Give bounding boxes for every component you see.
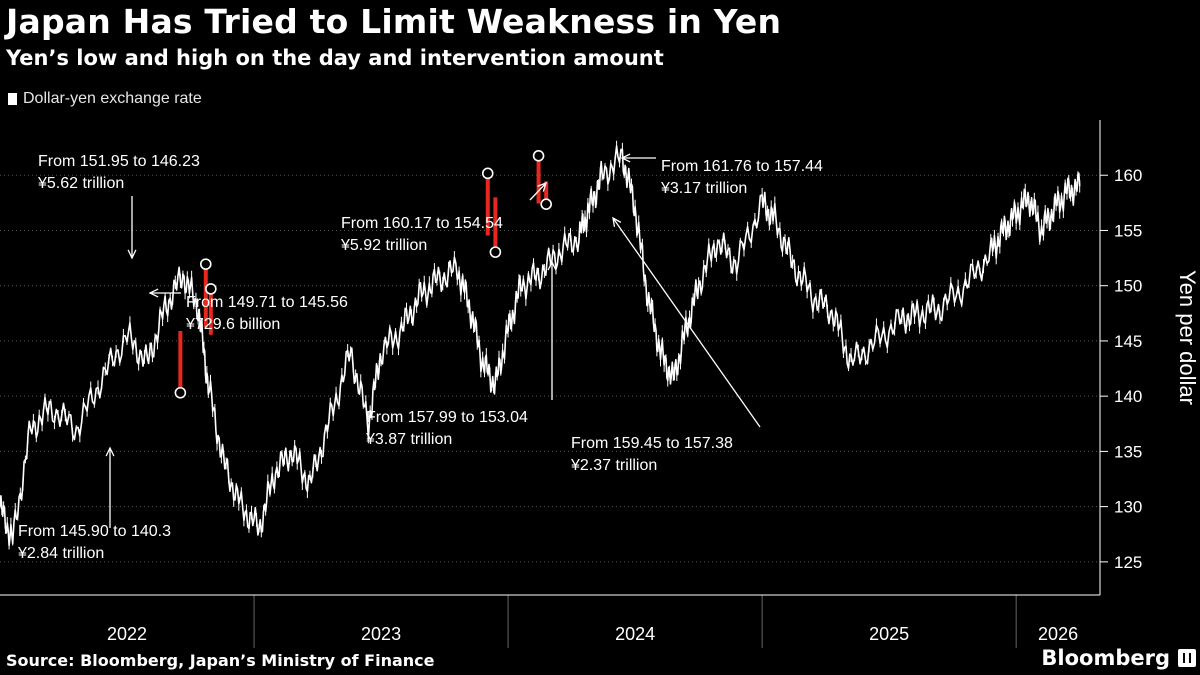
y-tick-label-155: 155 bbox=[1114, 221, 1142, 240]
intervention-layer bbox=[174, 149, 552, 399]
year-separators bbox=[253, 595, 1017, 648]
annotation-layer: From 145.90 to 140.3 ¥2.84 trillion From 1… bbox=[17, 153, 823, 562]
y-tick-label-125: 125 bbox=[1114, 553, 1142, 572]
source-note: Source: Bloomberg, Japan’s Ministry of F… bbox=[6, 651, 435, 670]
annotation-arrowhead-6 bbox=[612, 216, 622, 227]
annotation-arrow-3 bbox=[529, 182, 547, 201]
annotation-arrowhead-1 bbox=[127, 249, 137, 260]
intervention-marker-4 bbox=[489, 246, 502, 258]
annotation-amount-5: ¥3.17 trillion bbox=[660, 180, 747, 197]
y-tick-label-160: 160 bbox=[1114, 166, 1142, 185]
series-layer bbox=[0, 140, 1081, 550]
y-tick-label-140: 140 bbox=[1114, 387, 1142, 406]
x-label-2024: 2024 bbox=[615, 624, 655, 644]
annotation-range-4: From 157.99 to 153.04 bbox=[366, 409, 528, 426]
legend-label: Dollar-yen exchange rate bbox=[23, 90, 202, 107]
annotation-arrow-6 bbox=[612, 217, 761, 428]
x-label-2022: 2022 bbox=[107, 624, 147, 644]
legend: Dollar-yen exchange rate bbox=[8, 90, 202, 108]
y-tick-label-145: 145 bbox=[1114, 332, 1142, 351]
x-axis: 2022 2023 2024 2025 2026 bbox=[107, 624, 1078, 644]
series-line bbox=[0, 145, 1081, 547]
annotation-range-1: From 151.95 to 146.23 bbox=[38, 153, 200, 170]
annotation-range-0: From 145.90 to 140.3 bbox=[18, 523, 171, 540]
annotation-amount-3: ¥5.92 trillion bbox=[340, 237, 427, 254]
annotation-arrowhead-0 bbox=[105, 446, 115, 457]
y-tick-label-130: 130 bbox=[1114, 498, 1142, 517]
annotation-arrowhead-5 bbox=[620, 153, 631, 163]
annotation-range-6: From 159.45 to 157.38 bbox=[571, 435, 733, 452]
annotation-range-5: From 161.76 to 157.44 bbox=[661, 158, 823, 175]
annotation-arrowhead-2 bbox=[148, 288, 159, 298]
annotation-arrowhead-3 bbox=[537, 181, 548, 192]
grid bbox=[0, 174, 1100, 563]
y-axis: 125 130 135 140 145 150 155 160 bbox=[0, 120, 1142, 596]
intervention-marker-1 bbox=[199, 258, 212, 270]
intervention-marker-0 bbox=[174, 386, 187, 399]
annotation-amount-4: ¥3.87 trillion bbox=[365, 431, 452, 448]
y-tick-label-150: 150 bbox=[1114, 277, 1142, 296]
chart-subtitle: Yen’s low and high on the day and interv… bbox=[6, 46, 664, 70]
annotation-amount-1: ¥5.62 trillion bbox=[37, 175, 124, 192]
y-tick-label-135: 135 bbox=[1114, 442, 1142, 461]
intervention-marker-6 bbox=[540, 198, 552, 210]
annotation-amount-2: ¥729.6 billion bbox=[185, 316, 280, 333]
intervention-marker-2 bbox=[205, 283, 217, 295]
chart-title: Japan Has Tried to Limit Weakness in Yen bbox=[6, 2, 782, 41]
annotation-range-3: From 160.17 to 154.54 bbox=[341, 215, 503, 232]
y-axis-label: Yen per dollar bbox=[1175, 270, 1200, 405]
annotation-range-2: From 149.71 to 145.56 bbox=[186, 294, 348, 311]
x-label-2025: 2025 bbox=[869, 624, 909, 644]
annotation-amount-6: ¥2.37 trillion bbox=[570, 457, 657, 474]
bloomberg-icon bbox=[1178, 649, 1196, 667]
x-label-2023: 2023 bbox=[361, 624, 401, 644]
intervention-marker-3 bbox=[481, 167, 494, 180]
intervention-marker-5 bbox=[532, 149, 545, 162]
annotation-arrowhead-4 bbox=[547, 260, 557, 271]
x-label-2026: 2026 bbox=[1038, 624, 1078, 644]
legend-swatch bbox=[8, 93, 17, 105]
brand-logo: Bloomberg bbox=[1041, 646, 1170, 670]
annotation-amount-0: ¥2.84 trillion bbox=[17, 545, 104, 562]
